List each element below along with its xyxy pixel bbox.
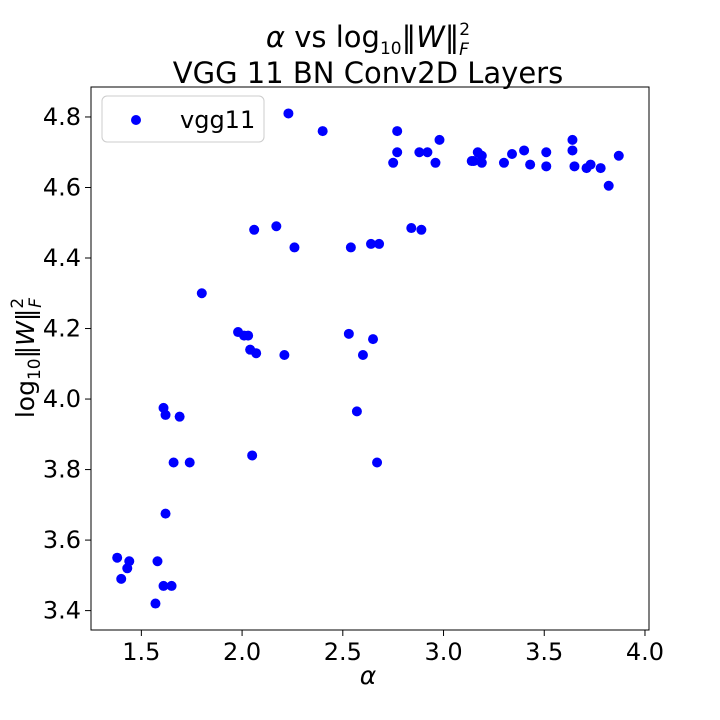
data-point [271,221,282,232]
legend: vgg11 [101,95,265,143]
legend-box [101,95,265,143]
data-point [468,156,479,167]
data-point [476,150,487,161]
legend-marker-vgg11 [131,115,141,125]
data-point [289,242,300,253]
data-point [430,157,441,168]
y-tick-label: 4.4 [43,244,81,272]
x-axis: 1.5 2.0 2.5 3.0 3.5 4.0 [122,630,664,666]
x-tick-label: 2.0 [223,638,261,666]
data-point [368,334,379,345]
data-point [507,148,518,159]
data-point [569,161,580,172]
data-point [116,573,127,584]
data-point [343,328,354,339]
data-point [519,145,530,156]
x-tick-label: 3.0 [424,638,462,666]
data-point [251,348,262,359]
chart-title-line-1: α vs log10‖W‖2 F [266,20,470,60]
x-tick-label: 2.5 [324,638,362,666]
data-point [567,134,578,145]
data-point [351,406,362,417]
data-point [603,180,614,191]
data-point [249,224,260,235]
y-tick-label: 3.8 [43,456,81,484]
data-point [476,157,487,168]
data-point [406,223,417,234]
data-point [388,157,399,168]
data-point [283,108,294,119]
y-tick-label: 4.2 [43,315,81,343]
plot-area [90,86,650,631]
data-point [112,552,123,563]
data-point [585,159,596,170]
data-point [357,349,368,360]
data-point [414,147,425,158]
x-tick-label: 1.5 [122,638,160,666]
data-point [434,134,445,145]
data-point [595,163,606,174]
data-point [247,450,258,461]
data-point [498,157,509,168]
data-point [243,330,254,341]
data-point [168,457,179,468]
data-point [124,556,135,567]
data-point [345,242,356,253]
data-point [160,508,171,519]
data-point [613,150,624,161]
data-point [541,147,552,158]
y-tick-label: 4.0 [43,385,81,413]
legend-label-vgg11: vgg11 [180,106,255,134]
data-point [158,580,169,591]
data-point [174,411,185,422]
data-point [160,409,171,420]
data-point [374,238,385,249]
data-point [541,161,552,172]
y-axis: 3.4 3.6 3.8 4.0 4.2 4.4 4.6 4.8 [43,103,91,625]
data-point [279,349,290,360]
data-point [416,224,427,235]
x-tick-label: 3.5 [525,638,563,666]
data-point [372,457,383,468]
data-point [317,126,328,137]
data-point [152,556,163,567]
y-tick-label: 4.6 [43,173,81,201]
data-point [366,238,377,249]
x-axis-label: α [360,661,377,690]
series-vgg11-points [112,108,624,609]
data-point [166,580,177,591]
y-tick-label: 3.6 [43,526,81,554]
data-point [422,147,433,158]
x-tick-label: 4.0 [626,638,664,666]
data-point [392,126,403,137]
data-point [525,159,536,170]
y-tick-label: 3.4 [43,597,81,625]
data-point [196,288,207,299]
y-axis-label: log10‖W‖2F [8,298,46,418]
data-point [150,598,161,609]
data-point [567,145,578,156]
chart-title-line-2: VGG 11 BN Conv2D Layers [173,56,563,90]
data-point [392,147,403,158]
data-point [184,457,195,468]
y-tick-label: 4.8 [43,103,81,131]
